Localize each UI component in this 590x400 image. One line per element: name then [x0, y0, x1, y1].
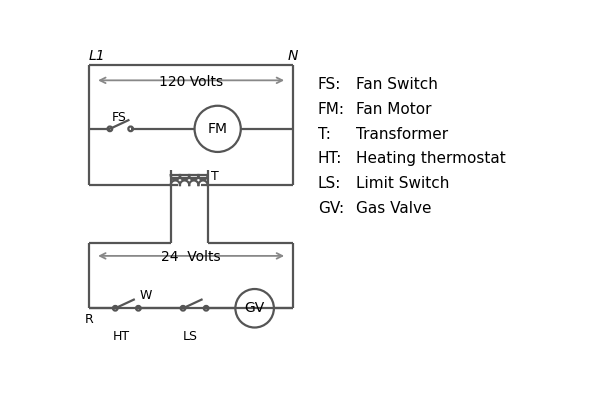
- Text: R: R: [85, 312, 93, 326]
- Text: Fan Motor: Fan Motor: [356, 102, 432, 117]
- Text: GV:: GV:: [318, 201, 344, 216]
- Text: FM: FM: [208, 122, 228, 136]
- Text: 24  Volts: 24 Volts: [161, 250, 221, 264]
- Text: FM:: FM:: [318, 102, 345, 117]
- Text: L1: L1: [89, 49, 106, 63]
- Text: Gas Valve: Gas Valve: [356, 201, 432, 216]
- Text: N: N: [288, 49, 299, 63]
- Text: FS: FS: [112, 111, 127, 124]
- Text: 120 Volts: 120 Volts: [159, 75, 223, 89]
- Text: Transformer: Transformer: [356, 127, 448, 142]
- Text: Fan Switch: Fan Switch: [356, 78, 438, 92]
- Text: LS:: LS:: [318, 176, 341, 191]
- Text: W: W: [140, 290, 152, 302]
- Text: FS:: FS:: [318, 78, 341, 92]
- Text: HT: HT: [113, 330, 130, 343]
- Text: LS: LS: [183, 330, 198, 343]
- Text: T: T: [211, 170, 218, 183]
- Text: Heating thermostat: Heating thermostat: [356, 151, 506, 166]
- Text: Limit Switch: Limit Switch: [356, 176, 450, 191]
- Text: GV: GV: [244, 301, 265, 315]
- Text: T:: T:: [318, 127, 330, 142]
- Text: HT:: HT:: [318, 151, 342, 166]
